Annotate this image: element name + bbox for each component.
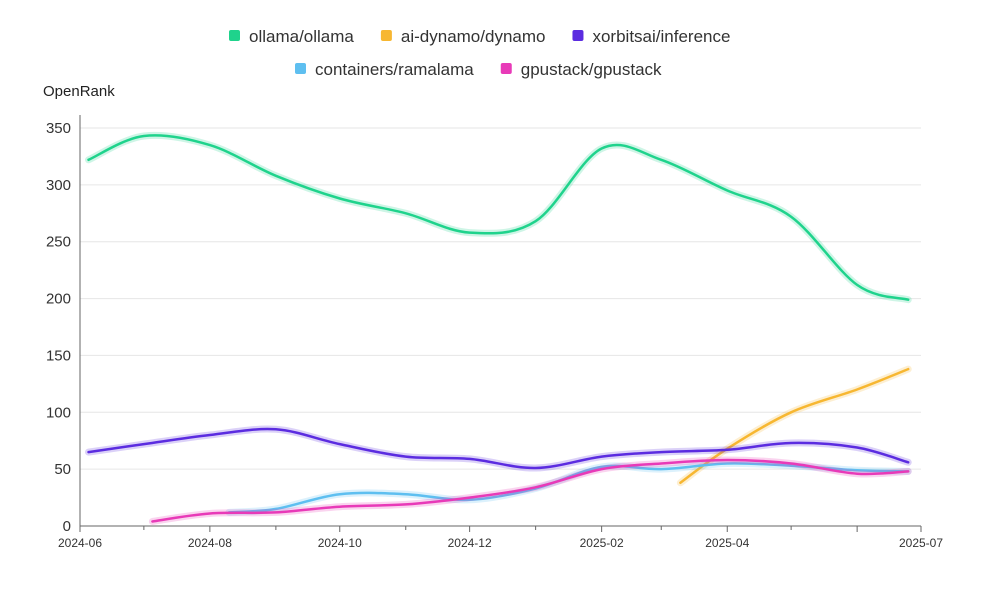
x-tick-label: 2024-10 (318, 536, 362, 550)
y-tick-label: 0 (63, 518, 71, 535)
x-tick-label: 2024-08 (188, 536, 232, 550)
legend-item-ai-dynamo-dynamo[interactable]: ai-dynamo/dynamo (380, 27, 546, 46)
y-tick-label: 200 (46, 291, 71, 308)
legend-item-ollama-ollama[interactable]: ollama/ollama (229, 27, 354, 46)
legend-label: xorbitsai/inference (592, 27, 730, 46)
series-gpustack-gpustack[interactable] (148, 456, 912, 525)
legend-swatch (229, 30, 240, 41)
y-axis-label: OpenRank (43, 83, 115, 100)
series-xorbitsai-inference[interactable] (85, 425, 912, 472)
series-line-xorbitsai-inference[interactable] (87, 427, 910, 470)
y-tick-label: 50 (54, 461, 71, 478)
legend-label: ollama/ollama (249, 27, 354, 46)
series-line-gpustack-gpustack[interactable] (151, 458, 910, 523)
grid (80, 127, 921, 470)
legend-swatch (572, 30, 584, 41)
x-tick-label: 2024-06 (58, 536, 102, 550)
y-tick-label: 250 (46, 234, 71, 251)
y-tick-label: 100 (46, 404, 71, 421)
legend[interactable]: ollama/ollama ai-dynamo/dynamo xorbitsai/i… (229, 27, 730, 79)
series-glow-ollama-ollama (85, 131, 912, 304)
legend-label: ai-dynamo/dynamo (401, 27, 546, 46)
x-tick-label: 2025-02 (580, 536, 624, 550)
legend-swatch (500, 63, 512, 74)
legend-swatch (380, 30, 392, 41)
legend-swatch (295, 63, 306, 74)
y-tick-label: 150 (46, 347, 71, 364)
legend-item-gpustack-gpustack[interactable]: gpustack/gpustack (500, 60, 662, 79)
legend-label: containers/ramalama (315, 60, 474, 79)
y-tick-label: 300 (46, 177, 71, 194)
series-layer (85, 131, 912, 525)
x-tick-label: 2025-07 (899, 536, 943, 550)
series-line-ai-dynamo-dynamo[interactable] (679, 367, 910, 485)
y-tick-label: 350 (46, 120, 71, 137)
series-line-ollama-ollama[interactable] (87, 134, 910, 301)
axes: 0 50 100 150 200 250 300 350 2024-06 2024-08 2024-… (46, 115, 943, 550)
series-ai-dynamo-dynamo[interactable] (676, 365, 912, 487)
legend-item-xorbitsai-inference[interactable]: xorbitsai/inference (572, 27, 730, 46)
legend-item-containers-ramalama[interactable]: containers/ramalama (295, 60, 474, 79)
series-ollama-ollama[interactable] (85, 131, 912, 304)
x-tick-label: 2025-04 (705, 536, 749, 550)
x-tick-label: 2024-12 (448, 536, 492, 550)
legend-label: gpustack/gpustack (521, 60, 662, 79)
